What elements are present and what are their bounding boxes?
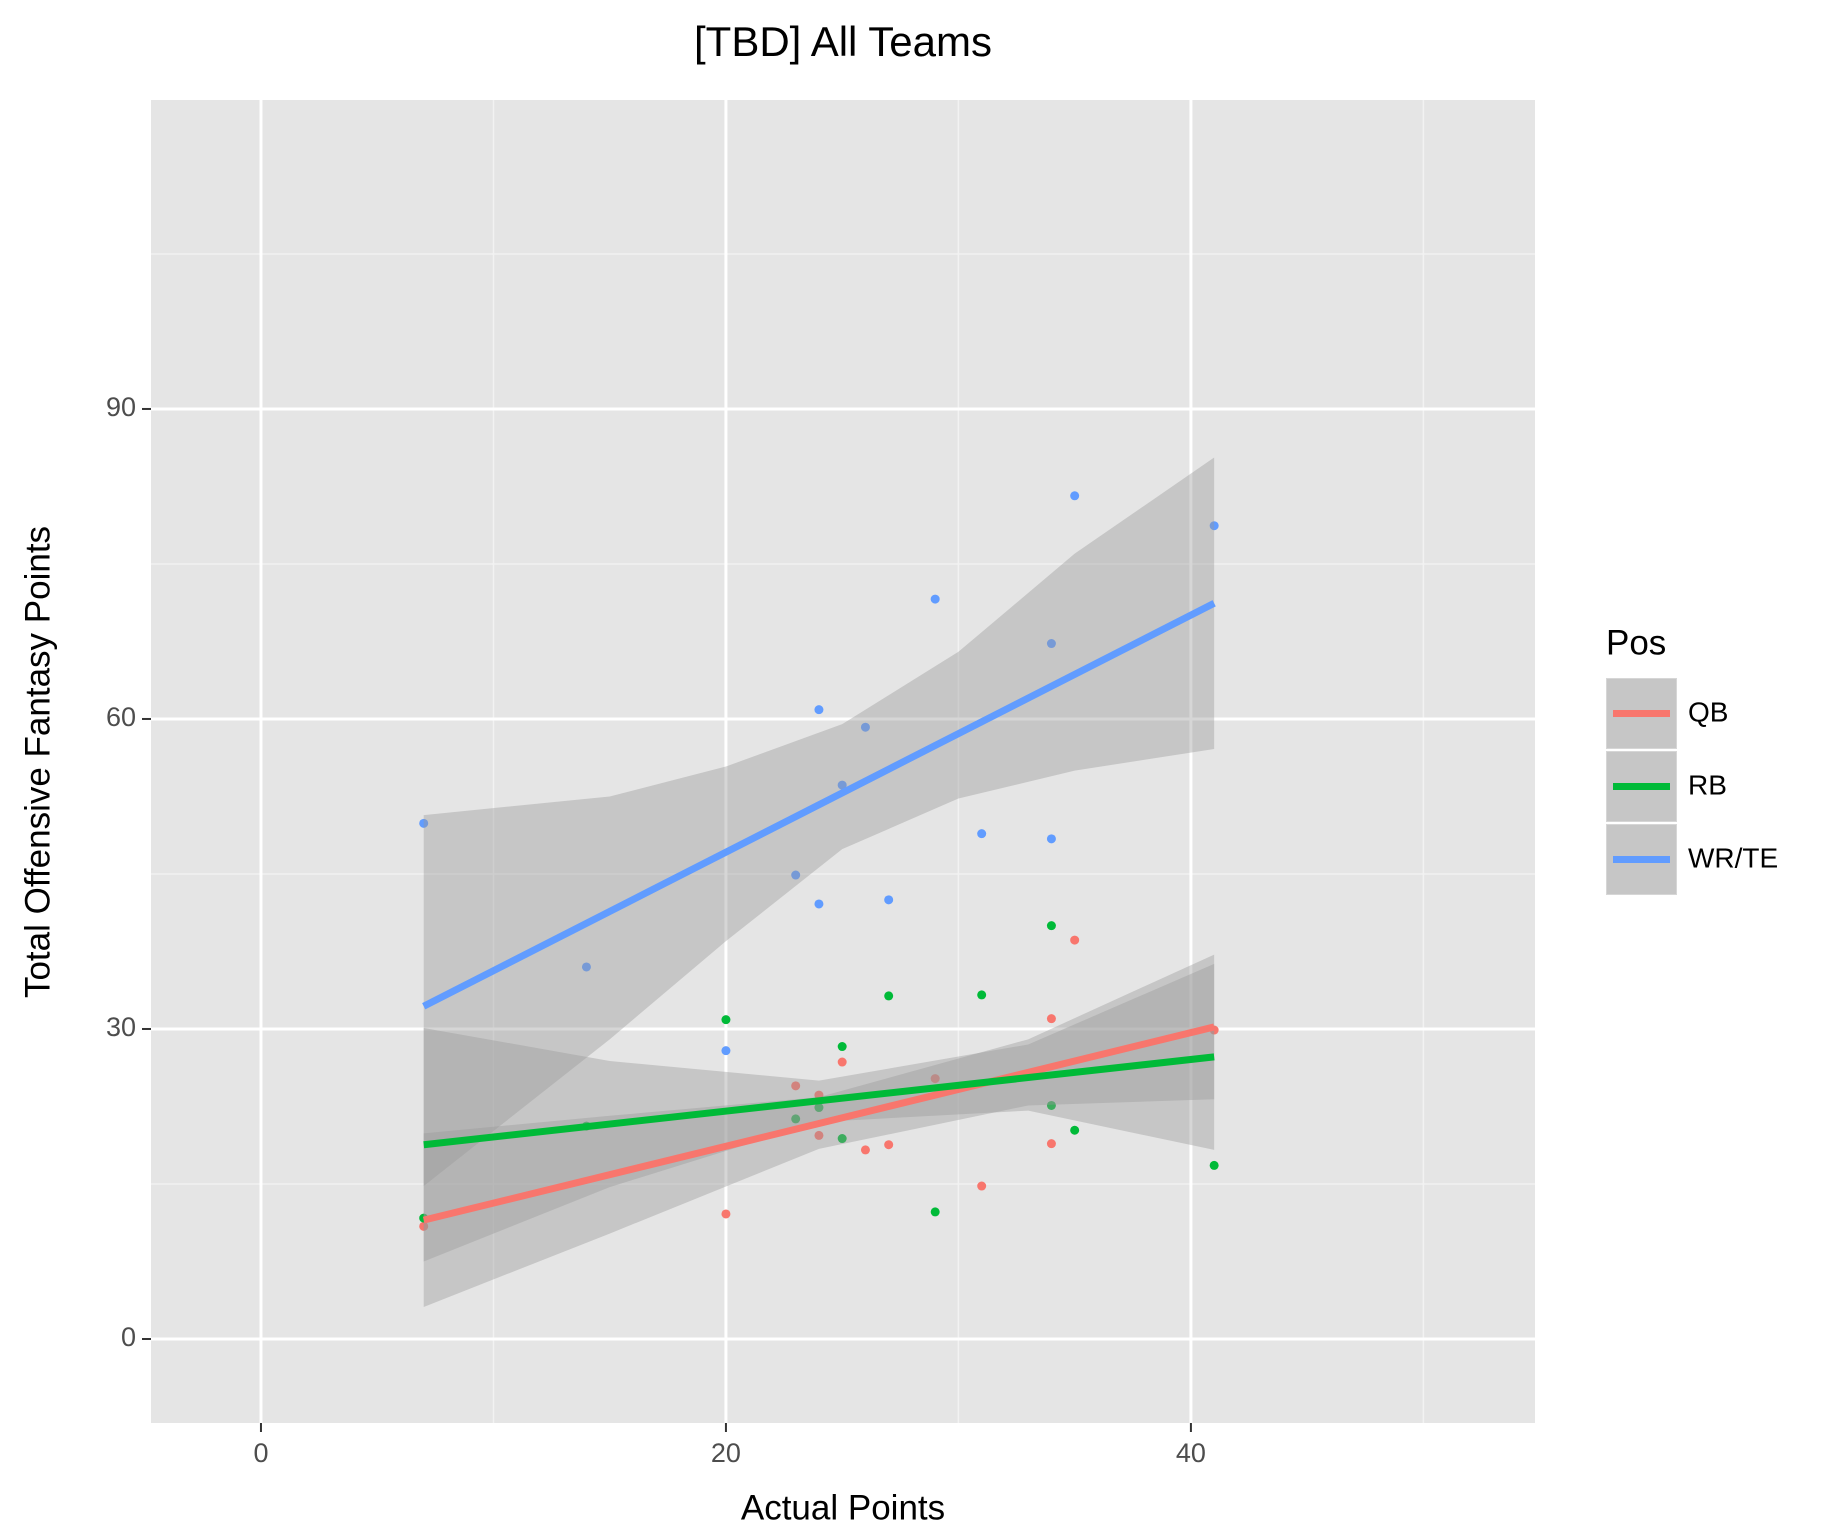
data-point — [1209, 1160, 1219, 1170]
data-point — [837, 1134, 847, 1144]
x-tick-label: 40 — [1176, 1438, 1206, 1468]
legend-label: QB — [1688, 696, 1728, 727]
legend-title: Pos — [1606, 623, 1666, 662]
data-point — [1070, 491, 1080, 501]
fit-line — [422, 600, 1216, 1010]
data-point — [791, 1081, 801, 1091]
legend-label: RB — [1688, 769, 1727, 800]
y-axis-title: Total Offensive Fantasy Points — [18, 526, 57, 998]
data-point — [814, 899, 824, 909]
data-point — [1046, 1100, 1056, 1110]
data-point — [1070, 935, 1080, 945]
data-point — [721, 1209, 731, 1219]
plot-panel — [151, 100, 1535, 1423]
data-point — [884, 1140, 894, 1150]
data-point — [814, 705, 824, 715]
data-point — [860, 722, 870, 732]
data-point — [1046, 834, 1056, 844]
data-point — [884, 991, 894, 1001]
data-point — [581, 962, 591, 972]
confidence-band — [423, 457, 1215, 1187]
data-point — [837, 780, 847, 790]
chart-title: [TBD] All Teams — [694, 18, 992, 65]
data-point — [884, 895, 894, 905]
y-tick-label: 60 — [106, 702, 136, 732]
confidence-band — [423, 963, 1215, 1262]
data-point — [814, 1103, 824, 1113]
data-point — [1209, 521, 1219, 531]
data-point — [837, 1042, 847, 1052]
data-point — [977, 990, 987, 1000]
data-point — [860, 1145, 870, 1155]
data-point — [1046, 639, 1056, 649]
data-point — [977, 829, 987, 839]
data-point — [977, 1181, 987, 1191]
data-point — [930, 1074, 940, 1084]
data-point — [721, 1046, 731, 1056]
y-tick-label: 0 — [121, 1322, 136, 1352]
fit-line — [422, 1023, 1216, 1224]
data-point — [837, 1057, 847, 1067]
confidence-band — [423, 954, 1215, 1307]
data-point — [1046, 1139, 1056, 1149]
x-tick-label: 20 — [711, 1438, 741, 1468]
data-point — [1046, 921, 1056, 931]
legend-key-point — [1638, 783, 1645, 790]
data-point — [791, 1114, 801, 1124]
data-point — [791, 870, 801, 880]
x-axis-title: Actual Points — [741, 1488, 945, 1527]
data-point — [814, 1130, 824, 1140]
data-point — [721, 1015, 731, 1025]
data-point — [930, 594, 940, 604]
fit-line — [423, 1053, 1215, 1149]
legend-key-point — [1638, 856, 1645, 863]
data-point — [1070, 1125, 1080, 1135]
legend-key-point — [1638, 710, 1645, 717]
data-point — [419, 818, 429, 828]
y-tick-label: 30 — [106, 1012, 136, 1042]
legend-label: WR/TE — [1688, 842, 1778, 873]
x-tick-label: 0 — [253, 1438, 268, 1468]
y-tick-label: 90 — [106, 392, 136, 422]
data-point — [419, 1221, 429, 1231]
data-point — [930, 1207, 940, 1217]
data-point — [1046, 1014, 1056, 1024]
